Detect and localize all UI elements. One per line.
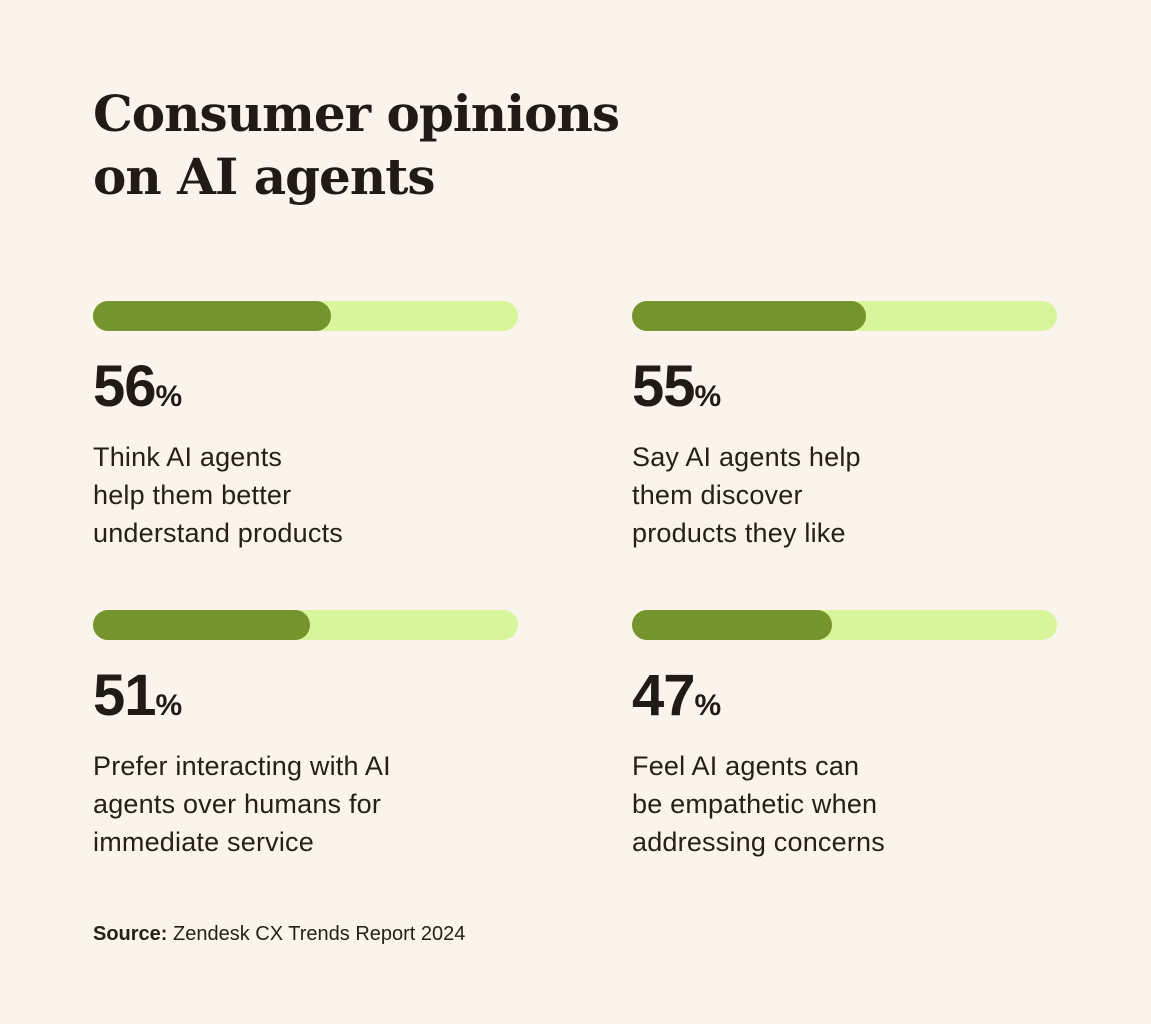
stat-unit: % [155, 689, 183, 722]
progress-bar-track [632, 610, 1057, 640]
stat-label: Feel AI agents can be empathetic when ad… [632, 751, 885, 857]
stat-card: 51% Prefer interacting with AI agents ov… [93, 610, 518, 861]
stat-unit: % [694, 380, 722, 413]
stat-label: Think AI agents help them better underst… [93, 442, 343, 548]
stat-unit: % [155, 380, 183, 413]
stat-value: 55 [632, 354, 696, 419]
stat-value-row: 56% [93, 358, 518, 423]
page-title: Consumer opinions on AI agents [93, 84, 620, 206]
infographic: Consumer opinions on AI agents 56% Think… [93, 84, 1057, 946]
stat-value-row: 47% [632, 667, 1057, 732]
source-note: Source: Zendesk CX Trends Report 2024 [93, 923, 1057, 946]
progress-bar-track [632, 301, 1057, 331]
source-text: Zendesk CX Trends Report 2024 [173, 923, 466, 945]
stat-value-row: 55% [632, 358, 1057, 423]
source-label: Source: [93, 923, 168, 945]
progress-bar-fill [93, 610, 310, 640]
progress-bar-fill [632, 610, 832, 640]
stat-label: Prefer interacting with AI agents over h… [93, 751, 391, 857]
progress-bar-track [93, 610, 518, 640]
stat-value: 47 [632, 663, 696, 728]
stat-unit: % [694, 689, 722, 722]
progress-bar-track [93, 301, 518, 331]
stat-value: 56 [93, 354, 157, 419]
stat-card: 47% Feel AI agents can be empathetic whe… [632, 610, 1057, 861]
stat-value: 51 [93, 663, 157, 728]
progress-bar-fill [632, 301, 866, 331]
progress-bar-fill [93, 301, 331, 331]
stat-label: Say AI agents help them discover product… [632, 442, 861, 548]
stat-value-row: 51% [93, 667, 518, 732]
stats-grid: 56% Think AI agents help them better und… [93, 301, 1057, 861]
stat-card: 55% Say AI agents help them discover pro… [632, 301, 1057, 552]
stat-card: 56% Think AI agents help them better und… [93, 301, 518, 552]
